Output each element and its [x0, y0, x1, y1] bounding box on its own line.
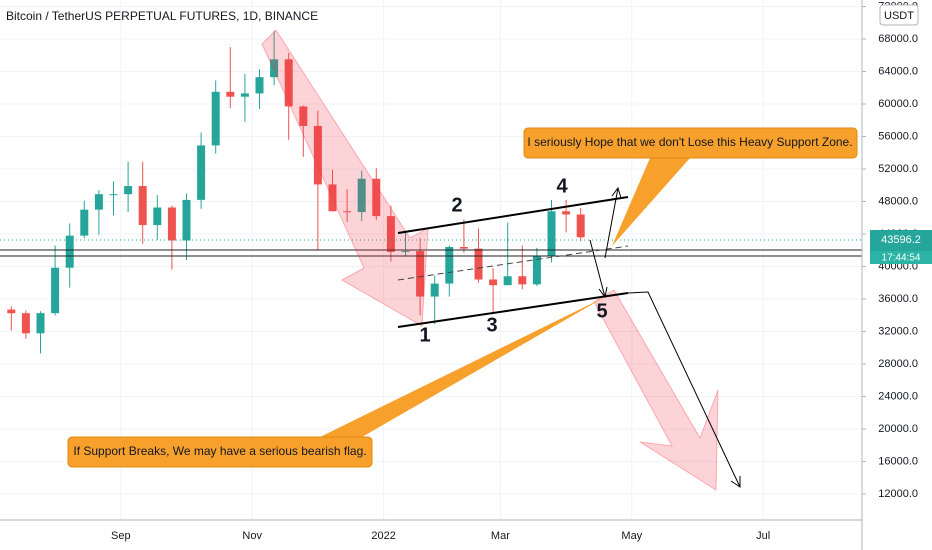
up-arrow — [604, 186, 622, 259]
candle-body — [372, 178, 381, 217]
pink-arrow — [593, 289, 719, 491]
down-arrow — [589, 239, 608, 299]
callout-box — [523, 127, 858, 159]
target-arrow — [627, 291, 741, 488]
candle-body — [94, 194, 103, 210]
candle-body — [7, 309, 16, 314]
y-tick-label: 56000.0 — [878, 130, 918, 142]
candle-body — [109, 194, 118, 196]
y-tick-label: 64000.0 — [878, 65, 918, 77]
y-tick-label: 48000.0 — [878, 195, 918, 207]
grid — [0, 0, 862, 520]
candle-body — [153, 207, 162, 226]
candle-body — [240, 93, 249, 97]
candle-body — [138, 186, 147, 226]
candle-body — [401, 251, 410, 253]
countdown: 17:44:54 — [882, 253, 921, 264]
candle-body — [503, 276, 512, 286]
candle-body — [284, 59, 293, 107]
wave-label: 3 — [486, 314, 497, 336]
channel-bottom — [397, 292, 629, 328]
candle-body — [211, 91, 220, 146]
candle-body — [562, 211, 571, 215]
x-tick-label: Nov — [242, 530, 262, 542]
countdown-tag — [870, 251, 932, 264]
callout-text: I seriously Hope that we don't Lose this… — [527, 135, 852, 149]
wave-label: 5 — [596, 300, 607, 322]
candle-body — [489, 279, 498, 286]
x-tick-label: 2022 — [371, 530, 395, 542]
chart-title: Bitcoin / TetherUS PERPETUAL FUTURES, 1D… — [6, 9, 318, 23]
candle-body — [547, 211, 556, 256]
currency-button[interactable] — [879, 4, 919, 26]
callout-tail — [612, 158, 690, 246]
wave-label: 2 — [451, 194, 462, 216]
candle-body — [299, 106, 308, 126]
drawings — [0, 29, 862, 491]
candle-body — [167, 207, 176, 241]
candle-body — [36, 313, 45, 334]
price-tag — [870, 230, 932, 251]
x-tick-label: May — [621, 530, 642, 542]
y-tick-label: 32000.0 — [878, 325, 918, 337]
candle-body — [445, 247, 454, 284]
candle-body — [65, 235, 74, 268]
y-tick-label: 36000.0 — [878, 293, 918, 305]
candle-body — [270, 59, 279, 78]
callout-box — [67, 436, 373, 468]
candle-body — [124, 186, 133, 195]
y-tick-label: 52000.0 — [878, 163, 918, 175]
time-axis — [0, 520, 862, 550]
candle-body — [416, 251, 425, 297]
candle-body — [357, 178, 366, 213]
candle-body — [313, 125, 322, 185]
candle-body — [532, 255, 541, 285]
candle-body — [386, 216, 395, 252]
price-axis — [862, 0, 932, 550]
last-price: 43596.2 — [881, 234, 921, 246]
callout-text: If Support Breaks, We may have a serious… — [73, 444, 366, 458]
pink-arrow — [261, 29, 429, 327]
wave-label: 4 — [556, 175, 568, 197]
candle-body — [226, 91, 235, 97]
candle-body — [197, 145, 206, 200]
x-tick-label: Mar — [491, 530, 510, 542]
axes: 12000.0 16000.0 20000.0 24000.0 28000.0 32000… — [111, 0, 918, 542]
y-tick-label: 24000.0 — [878, 390, 918, 402]
candle-body — [51, 267, 60, 314]
x-tick-label: Jul — [756, 530, 770, 542]
wave-label: 1 — [419, 324, 430, 346]
candle-body — [80, 209, 89, 236]
y-tick-label: 68000.0 — [878, 33, 918, 45]
candle-body — [21, 313, 30, 334]
channel-mid — [397, 245, 629, 281]
candle-body — [430, 283, 439, 297]
candle-body — [328, 184, 337, 212]
candle-body — [474, 248, 483, 280]
candles — [7, 30, 585, 354]
callout-tail — [320, 297, 605, 437]
candle-body — [459, 247, 468, 249]
y-tick-label: 12000.0 — [878, 488, 918, 500]
candle-body — [255, 77, 264, 94]
y-tick-label: 28000.0 — [878, 358, 918, 370]
candle-body — [343, 211, 352, 213]
y-tick-label: 16000.0 — [878, 455, 918, 467]
currency-button-text[interactable]: USDT — [884, 10, 914, 22]
candle-body — [576, 214, 585, 238]
y-tick-label: 60000.0 — [878, 98, 918, 110]
channel-top — [397, 196, 629, 234]
x-tick-label: Sep — [111, 530, 131, 542]
candle-body — [518, 276, 527, 285]
y-tick-label: 20000.0 — [878, 423, 918, 435]
candle-body — [182, 199, 191, 241]
